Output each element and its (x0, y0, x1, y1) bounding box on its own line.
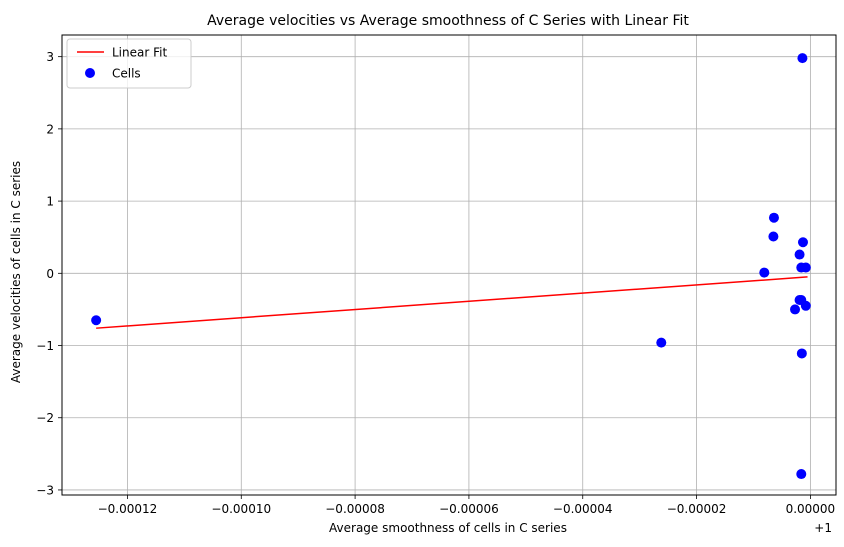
chart-title: Average velocities vs Average smoothness… (207, 13, 689, 29)
plot-content (91, 53, 811, 480)
cell-point (794, 249, 805, 260)
y-tick-label: −3 (36, 483, 54, 497)
legend-linear-fit-label: Linear Fit (112, 46, 167, 60)
y-tick-label: 2 (46, 122, 54, 136)
cell-point (768, 231, 779, 242)
x-tick-label: −0.00008 (325, 502, 385, 516)
x-tick-label: −0.00004 (553, 502, 613, 516)
y-axis-label: Average velocities of cells in C series (9, 161, 23, 383)
cell-point (800, 262, 811, 273)
cell-point (656, 337, 667, 348)
x-tick-label: −0.00012 (98, 502, 158, 516)
x-axis: −0.00012 −0.00010 −0.00008 −0.00006 −0.00004… (98, 495, 836, 516)
x-tick-label: 0.00000 (786, 502, 836, 516)
cell-point (759, 267, 770, 278)
y-tick-label: 0 (46, 267, 54, 281)
cell-point (796, 469, 807, 480)
cell-point (768, 212, 779, 223)
cell-point (797, 53, 808, 64)
x-axis-label: Average smoothness of cells in C series (329, 521, 567, 535)
x-tick-label: −0.00010 (211, 502, 271, 516)
x-tick-label: −0.00006 (439, 502, 499, 516)
plot-frame (61, 34, 837, 496)
cell-point (797, 237, 808, 248)
y-tick-label: −2 (36, 411, 54, 425)
y-tick-label: 3 (46, 50, 54, 64)
cell-point (796, 348, 807, 359)
x-offset-label: +1 (814, 521, 832, 535)
y-tick-label: −1 (36, 339, 54, 353)
legend-cells-label: Cells (112, 67, 141, 81)
y-axis: −3 −2 −1 0 1 2 3 (36, 50, 62, 497)
y-tick-label: 1 (46, 195, 54, 209)
legend-cells-swatch (85, 68, 95, 78)
legend: Linear Fit Cells (66, 38, 192, 89)
grid (62, 35, 836, 495)
cell-point (800, 300, 811, 311)
linear-fit-line (96, 276, 808, 329)
x-tick-label: −0.00002 (667, 502, 727, 516)
cell-point (91, 315, 102, 326)
cell-point (790, 304, 801, 315)
